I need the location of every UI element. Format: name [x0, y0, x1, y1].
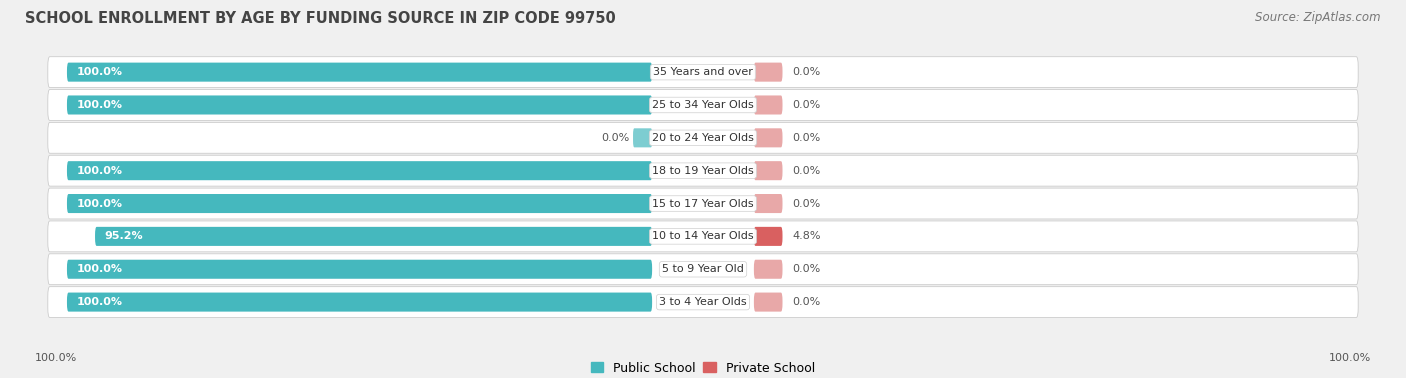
- FancyBboxPatch shape: [48, 90, 1358, 121]
- Text: 35 Years and over: 35 Years and over: [652, 67, 754, 77]
- Text: 0.0%: 0.0%: [792, 133, 820, 143]
- Text: 18 to 19 Year Olds: 18 to 19 Year Olds: [652, 166, 754, 176]
- FancyBboxPatch shape: [48, 221, 1358, 252]
- FancyBboxPatch shape: [48, 122, 1358, 153]
- Legend: Public School, Private School: Public School, Private School: [586, 356, 820, 378]
- FancyBboxPatch shape: [754, 293, 783, 311]
- FancyBboxPatch shape: [48, 155, 1358, 186]
- FancyBboxPatch shape: [754, 161, 783, 180]
- Text: 100.0%: 100.0%: [76, 297, 122, 307]
- Text: 4.8%: 4.8%: [792, 231, 821, 242]
- Text: 5 to 9 Year Old: 5 to 9 Year Old: [662, 264, 744, 274]
- FancyBboxPatch shape: [48, 254, 1358, 285]
- FancyBboxPatch shape: [633, 128, 652, 147]
- Text: 100.0%: 100.0%: [76, 100, 122, 110]
- FancyBboxPatch shape: [67, 63, 652, 82]
- Text: 0.0%: 0.0%: [792, 297, 820, 307]
- Text: SCHOOL ENROLLMENT BY AGE BY FUNDING SOURCE IN ZIP CODE 99750: SCHOOL ENROLLMENT BY AGE BY FUNDING SOUR…: [25, 11, 616, 26]
- FancyBboxPatch shape: [48, 188, 1358, 219]
- FancyBboxPatch shape: [67, 161, 652, 180]
- Text: Source: ZipAtlas.com: Source: ZipAtlas.com: [1256, 11, 1381, 24]
- Text: 15 to 17 Year Olds: 15 to 17 Year Olds: [652, 198, 754, 209]
- FancyBboxPatch shape: [754, 96, 783, 115]
- Text: 100.0%: 100.0%: [76, 67, 122, 77]
- FancyBboxPatch shape: [754, 260, 783, 279]
- FancyBboxPatch shape: [754, 63, 783, 82]
- Text: 100.0%: 100.0%: [76, 166, 122, 176]
- FancyBboxPatch shape: [67, 96, 652, 115]
- FancyBboxPatch shape: [67, 260, 652, 279]
- Text: 25 to 34 Year Olds: 25 to 34 Year Olds: [652, 100, 754, 110]
- Text: 100.0%: 100.0%: [35, 353, 77, 363]
- Text: 0.0%: 0.0%: [792, 198, 820, 209]
- Text: 95.2%: 95.2%: [104, 231, 143, 242]
- FancyBboxPatch shape: [754, 128, 783, 147]
- FancyBboxPatch shape: [96, 227, 652, 246]
- Text: 10 to 14 Year Olds: 10 to 14 Year Olds: [652, 231, 754, 242]
- Text: 0.0%: 0.0%: [792, 264, 820, 274]
- Text: 0.0%: 0.0%: [792, 67, 820, 77]
- Text: 3 to 4 Year Olds: 3 to 4 Year Olds: [659, 297, 747, 307]
- Text: 100.0%: 100.0%: [76, 264, 122, 274]
- FancyBboxPatch shape: [48, 287, 1358, 318]
- FancyBboxPatch shape: [754, 194, 783, 213]
- FancyBboxPatch shape: [48, 57, 1358, 88]
- Text: 100.0%: 100.0%: [1329, 353, 1371, 363]
- Text: 20 to 24 Year Olds: 20 to 24 Year Olds: [652, 133, 754, 143]
- FancyBboxPatch shape: [67, 194, 652, 213]
- Text: 100.0%: 100.0%: [76, 198, 122, 209]
- FancyBboxPatch shape: [754, 227, 783, 246]
- Text: 0.0%: 0.0%: [792, 166, 820, 176]
- FancyBboxPatch shape: [67, 293, 652, 311]
- Text: 0.0%: 0.0%: [792, 100, 820, 110]
- Text: 0.0%: 0.0%: [602, 133, 630, 143]
